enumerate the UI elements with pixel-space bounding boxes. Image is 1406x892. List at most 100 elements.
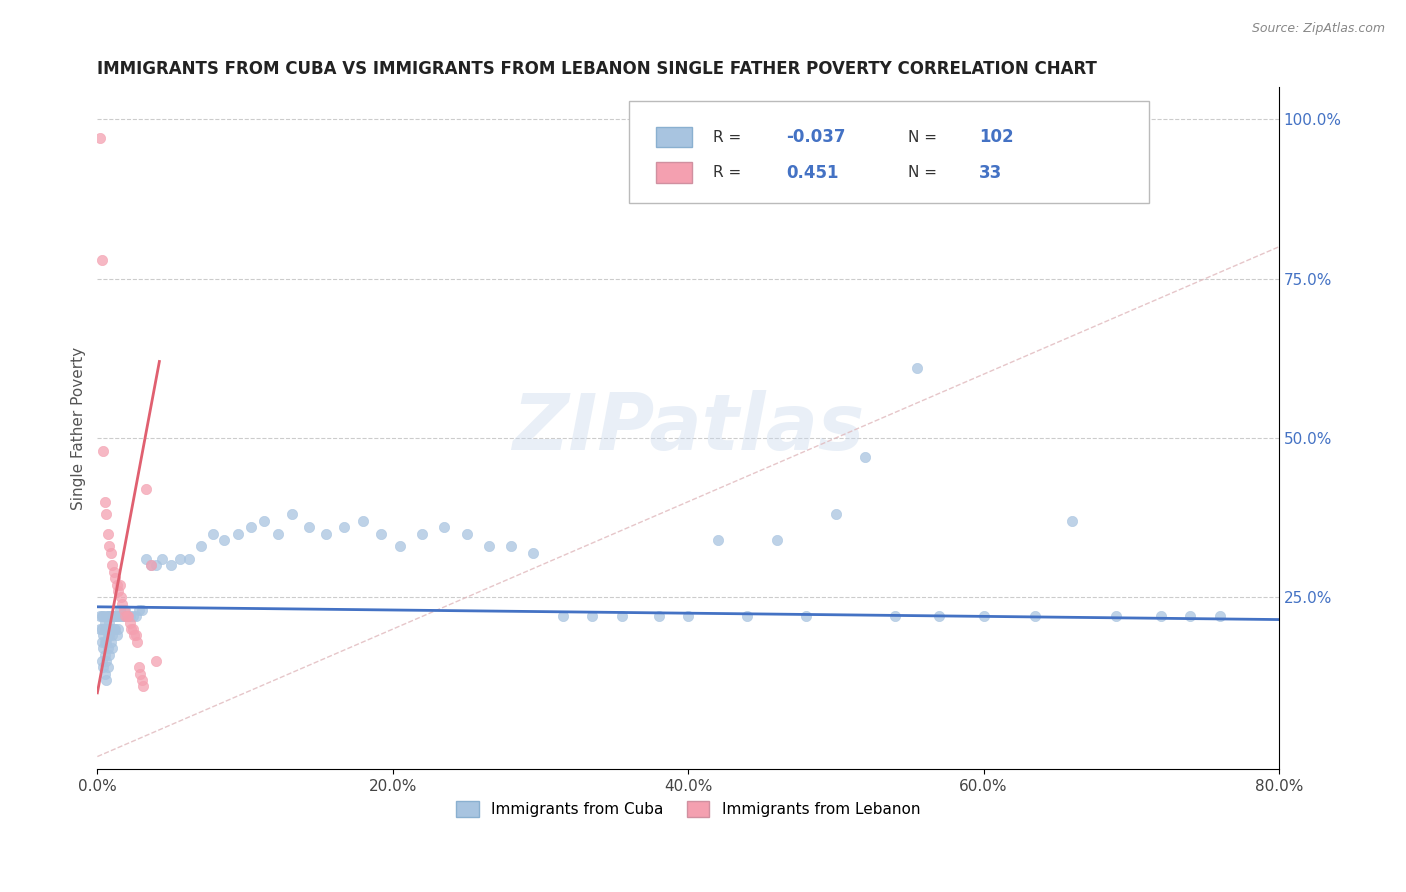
Point bbox=[120, 622, 142, 636]
Point bbox=[1105, 609, 1128, 624]
Text: R =: R = bbox=[713, 165, 741, 180]
Point bbox=[110, 609, 132, 624]
Point bbox=[281, 508, 304, 522]
Point bbox=[315, 526, 337, 541]
Point bbox=[370, 526, 392, 541]
Point bbox=[100, 635, 122, 649]
Point bbox=[128, 603, 150, 617]
Text: -0.037: -0.037 bbox=[786, 128, 846, 146]
Point bbox=[101, 641, 124, 656]
Point bbox=[121, 609, 143, 624]
Point bbox=[97, 622, 120, 636]
Point bbox=[118, 609, 141, 624]
Point bbox=[97, 660, 120, 674]
Point bbox=[115, 609, 138, 624]
Point bbox=[114, 603, 136, 617]
Point bbox=[135, 552, 157, 566]
Point bbox=[111, 609, 134, 624]
Point bbox=[97, 641, 120, 656]
FancyBboxPatch shape bbox=[628, 101, 1149, 203]
Point bbox=[91, 443, 114, 458]
Point bbox=[1062, 514, 1084, 528]
Point bbox=[111, 597, 134, 611]
Point bbox=[411, 526, 433, 541]
Point bbox=[131, 603, 153, 617]
Point bbox=[114, 609, 136, 624]
Point bbox=[352, 514, 374, 528]
Point bbox=[824, 508, 846, 522]
Point bbox=[91, 660, 114, 674]
Point bbox=[853, 450, 876, 464]
Point bbox=[93, 635, 115, 649]
Point bbox=[100, 546, 122, 560]
Point bbox=[522, 546, 544, 560]
Point bbox=[333, 520, 356, 534]
Point bbox=[124, 628, 146, 642]
Point bbox=[108, 603, 131, 617]
Point bbox=[96, 673, 118, 687]
Point bbox=[610, 609, 633, 624]
Point bbox=[103, 565, 125, 579]
Point bbox=[551, 609, 574, 624]
Point bbox=[928, 609, 950, 624]
Point bbox=[1180, 609, 1202, 624]
Point bbox=[89, 131, 111, 145]
Point bbox=[214, 533, 236, 547]
Point bbox=[177, 552, 200, 566]
Point bbox=[135, 482, 157, 496]
Point bbox=[105, 577, 128, 591]
Point bbox=[89, 609, 111, 624]
Point bbox=[93, 648, 115, 662]
Point bbox=[96, 622, 118, 636]
Point bbox=[101, 609, 124, 624]
Point bbox=[104, 609, 127, 624]
Point bbox=[105, 609, 128, 624]
Point bbox=[132, 680, 155, 694]
Point bbox=[98, 539, 121, 553]
FancyBboxPatch shape bbox=[657, 127, 692, 147]
Text: N =: N = bbox=[908, 129, 936, 145]
Point bbox=[107, 622, 129, 636]
Text: 0.451: 0.451 bbox=[786, 164, 839, 182]
Point bbox=[103, 609, 125, 624]
Point bbox=[100, 622, 122, 636]
Point bbox=[905, 360, 928, 375]
Point bbox=[129, 666, 152, 681]
Point bbox=[456, 526, 478, 541]
Point bbox=[117, 609, 139, 624]
Point bbox=[90, 622, 112, 636]
Point bbox=[90, 635, 112, 649]
Point bbox=[125, 609, 148, 624]
Point bbox=[91, 628, 114, 642]
Point bbox=[145, 558, 167, 573]
Point bbox=[1150, 609, 1173, 624]
Point bbox=[105, 628, 128, 642]
Point bbox=[112, 603, 135, 617]
Point bbox=[121, 622, 143, 636]
Point bbox=[89, 622, 111, 636]
Point bbox=[735, 609, 758, 624]
Point bbox=[107, 609, 129, 624]
Point bbox=[103, 622, 125, 636]
Point bbox=[266, 526, 288, 541]
Point bbox=[973, 609, 995, 624]
Point bbox=[169, 552, 191, 566]
Point bbox=[160, 558, 183, 573]
Point bbox=[1209, 609, 1232, 624]
Point bbox=[96, 508, 118, 522]
FancyBboxPatch shape bbox=[657, 162, 692, 183]
Point bbox=[118, 615, 141, 630]
Point bbox=[98, 648, 121, 662]
Point bbox=[581, 609, 603, 624]
Point bbox=[226, 526, 249, 541]
Text: N =: N = bbox=[908, 165, 936, 180]
Point bbox=[145, 654, 167, 668]
Point bbox=[190, 539, 212, 553]
Point bbox=[433, 520, 456, 534]
Legend: Immigrants from Cuba, Immigrants from Lebanon: Immigrants from Cuba, Immigrants from Le… bbox=[450, 795, 927, 823]
Point bbox=[101, 628, 124, 642]
Point bbox=[97, 609, 120, 624]
Point bbox=[1024, 609, 1046, 624]
Point bbox=[91, 641, 114, 656]
Point bbox=[93, 622, 115, 636]
